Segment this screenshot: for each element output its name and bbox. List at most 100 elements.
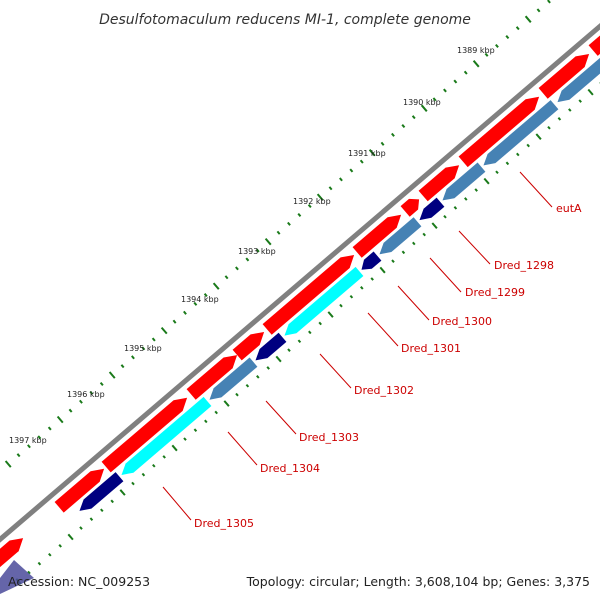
inner-minor-tick: [526, 143, 530, 148]
forward-feature: [232, 332, 265, 361]
minor-tick: [131, 355, 135, 360]
minor-tick: [307, 204, 312, 209]
forward-feature: [588, 35, 600, 56]
minor-tick: [235, 266, 239, 271]
inner-minor-tick: [412, 241, 416, 246]
inner-minor-tick: [141, 472, 146, 477]
minor-tick: [297, 212, 302, 217]
inner-minor-tick: [58, 544, 62, 548]
inner-tick-ring: [15, 82, 600, 585]
inner-major-tick: [535, 133, 542, 140]
minor-tick: [380, 141, 385, 146]
gene-label-dred-1299: Dred_1299: [465, 286, 525, 299]
inner-minor-tick: [495, 170, 499, 175]
minor-tick: [47, 426, 52, 431]
reverse-strand-track: [79, 57, 600, 511]
inner-minor-tick: [349, 294, 354, 299]
forward-feature: [458, 96, 540, 168]
minor-tick: [287, 221, 291, 226]
inner-minor-tick: [443, 214, 447, 219]
inner-minor-tick: [110, 499, 114, 504]
gene-label-dred-1300: Dred_1300: [432, 315, 492, 328]
reverse-feature: [557, 57, 600, 103]
major-tick: [368, 149, 376, 157]
reverse-feature: [419, 197, 445, 221]
tick-label-1396: 1396 kbp: [67, 390, 105, 399]
inner-minor-tick: [339, 303, 343, 308]
inner-minor-tick: [557, 117, 562, 121]
minor-tick: [359, 159, 364, 164]
minor-tick: [463, 70, 468, 75]
reverse-feature: [379, 217, 422, 255]
inner-minor-tick: [193, 428, 198, 432]
major-tick: [316, 193, 324, 201]
inner-minor-tick: [516, 152, 520, 157]
minor-tick: [224, 275, 229, 280]
gene-label-dred-1304: Dred_1304: [260, 462, 320, 475]
inner-minor-tick: [183, 437, 187, 441]
minor-tick: [505, 35, 510, 40]
minor-tick: [443, 88, 447, 93]
inner-minor-tick: [235, 392, 239, 397]
minor-tick: [411, 115, 416, 120]
leader-line-dred-1300: [397, 285, 430, 321]
major-tick: [420, 104, 428, 112]
major-tick: [212, 282, 220, 290]
tick-labels: 1389 kbp 1390 kbp 1391 kbp 1392 kbp 1393…: [9, 46, 495, 445]
inner-minor-tick: [297, 339, 302, 344]
inner-minor-tick: [318, 321, 322, 326]
inner-minor-tick: [391, 259, 395, 263]
inner-minor-tick: [360, 286, 364, 290]
accession-text: Accession: NC_009253: [8, 574, 150, 589]
minor-tick: [141, 346, 146, 351]
gene-label-dred-1302: Dred_1302: [354, 384, 414, 397]
inner-minor-tick: [214, 410, 218, 415]
inner-major-tick: [483, 177, 490, 185]
leader-line-dred-1304: [227, 431, 258, 466]
inner-minor-tick: [27, 570, 31, 575]
inner-minor-tick: [422, 232, 426, 237]
minor-tick: [255, 248, 260, 253]
inner-minor-tick: [547, 125, 551, 130]
minor-tick: [245, 257, 250, 262]
reverse-feature: [483, 100, 559, 166]
inner-minor-tick: [474, 188, 478, 192]
inner-major-tick: [379, 266, 386, 274]
major-tick: [472, 60, 480, 68]
inner-minor-tick: [266, 366, 270, 370]
inner-minor-tick: [245, 383, 250, 388]
tick-label-1397: 1397 kbp: [9, 436, 47, 445]
inner-minor-tick: [287, 348, 291, 352]
partial-feature: [0, 560, 34, 594]
inner-minor-tick: [505, 161, 510, 166]
leader-line-dred-1302: [319, 353, 352, 389]
inner-minor-tick: [48, 552, 52, 557]
minor-tick: [547, 0, 551, 4]
forward-feature: [54, 468, 105, 513]
minor-tick: [203, 293, 208, 298]
map-title: Desulfotomaculum reducens MI-1, complete…: [99, 12, 471, 28]
gene-label-dred-1298: Dred_1298: [494, 259, 554, 272]
inner-minor-tick: [131, 481, 135, 486]
minor-tick: [515, 26, 520, 31]
gene-labels: eutA Dred_1298 Dred_1299 Dred_1300 Dred_…: [162, 171, 582, 530]
minor-tick: [16, 453, 21, 458]
minor-tick: [27, 444, 31, 449]
major-tick: [108, 371, 116, 379]
inner-major-tick: [327, 311, 334, 318]
minor-tick: [328, 186, 333, 191]
inner-minor-tick: [308, 330, 312, 335]
major-tick: [524, 15, 532, 23]
forward-feature: [400, 198, 420, 217]
reverse-feature: [121, 396, 212, 475]
major-tick: [264, 237, 272, 246]
minor-tick: [349, 168, 354, 173]
minor-tick: [120, 364, 125, 369]
major-tick: [56, 415, 64, 424]
inner-major-tick: [223, 400, 230, 407]
leader-line-dred-1301: [367, 312, 399, 347]
gene-label-dred-1301: Dred_1301: [401, 342, 461, 355]
minor-tick: [193, 301, 198, 306]
minor-tick: [453, 79, 458, 84]
tick-label-1390: 1390 kbp: [403, 98, 441, 107]
